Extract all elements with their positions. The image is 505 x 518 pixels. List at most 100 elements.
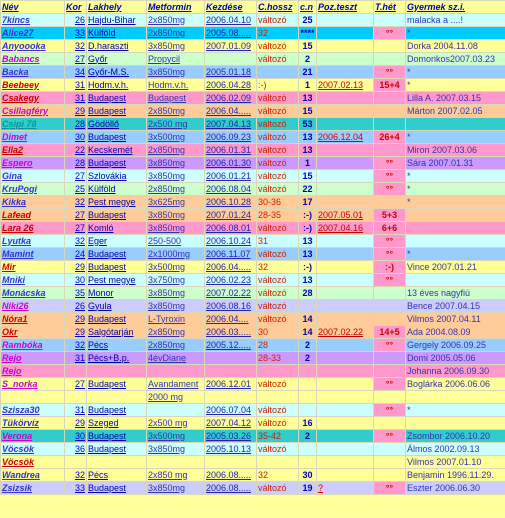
cell-kor[interactable]: 30	[64, 130, 87, 144]
cell-kezdese[interactable]	[204, 390, 257, 404]
cell-lakhely[interactable]: Gödöllő	[86, 117, 147, 131]
cell-thet[interactable]: °°	[373, 403, 406, 417]
cell-poz[interactable]	[316, 286, 374, 300]
cell-nev[interactable]: Zsizsik	[0, 481, 65, 495]
cell-metformin[interactable]: 2x850mg	[146, 338, 205, 352]
cell-poz[interactable]: 2007.05.01	[316, 208, 374, 222]
cell-kor[interactable]: 29	[64, 416, 87, 430]
cell-cn[interactable]: 14	[298, 325, 317, 339]
cell-lakhely[interactable]	[86, 364, 147, 378]
cell-thet[interactable]	[373, 13, 406, 27]
cell-kezdese[interactable]: 2006.10.24	[204, 234, 257, 248]
cell-poz[interactable]	[316, 104, 374, 118]
cell-nev[interactable]: Vöcsök	[0, 455, 65, 469]
cell-thet[interactable]: °°	[373, 429, 406, 443]
cell-gyermek[interactable]	[405, 390, 505, 404]
header-chossz[interactable]: C.hossz	[256, 0, 299, 14]
cell-kor[interactable]: 34	[64, 65, 87, 79]
cell-metformin[interactable]: 2x850mg	[146, 325, 205, 339]
cell-chossz[interactable]: változó	[256, 286, 299, 300]
cell-nev[interactable]: Alice27	[0, 26, 65, 40]
cell-cn[interactable]: 53	[298, 117, 317, 131]
cell-poz[interactable]	[316, 455, 374, 469]
cell-cn[interactable]: 13	[298, 91, 317, 105]
header-kezdese[interactable]: Kezdése	[204, 0, 257, 14]
cell-gyermek[interactable]: Zsombor 2006.10.20	[405, 429, 505, 443]
header-cn[interactable]: c.n	[298, 0, 317, 14]
cell-gyermek[interactable]: Miron 2007.03.06	[405, 143, 505, 157]
cell-chossz[interactable]: változó	[256, 377, 299, 391]
cell-chossz[interactable]: változó	[256, 130, 299, 144]
cell-metformin[interactable]: 2x500 mg	[146, 117, 205, 131]
cell-poz[interactable]	[316, 182, 374, 196]
cell-kor[interactable]: 31	[64, 91, 87, 105]
cell-gyermek[interactable]	[405, 221, 505, 235]
cell-gyermek[interactable]: Domonkos2007.03.23	[405, 52, 505, 66]
cell-chossz[interactable]: 32	[256, 468, 299, 482]
cell-nev[interactable]: Tükörvíz	[0, 416, 65, 430]
cell-nev[interactable]: Szisza30	[0, 403, 65, 417]
cell-kezdese[interactable]	[204, 52, 257, 66]
cell-nev[interactable]: Rambóka	[0, 338, 65, 352]
cell-cn[interactable]: :-)	[298, 208, 317, 222]
cell-metformin[interactable]: 2x850mg	[146, 143, 205, 157]
cell-poz[interactable]	[316, 260, 374, 274]
cell-gyermek[interactable]: *	[405, 182, 505, 196]
cell-cn[interactable]: 21	[298, 65, 317, 79]
cell-lakhely[interactable]: Pest megye	[86, 273, 147, 287]
cell-metformin[interactable]: 2x850mg	[146, 26, 205, 40]
cell-nev[interactable]: S_norka	[0, 377, 65, 391]
cell-metformin[interactable]: 2x850mg	[146, 13, 205, 27]
cell-cn[interactable]: 15	[298, 104, 317, 118]
cell-cn[interactable]	[298, 403, 317, 417]
cell-kor[interactable]: 32	[64, 39, 87, 53]
cell-lakhely[interactable]	[86, 455, 147, 469]
header-lakhely[interactable]: Lakhely	[86, 0, 147, 14]
cell-kezdese[interactable]: 2006.04.....	[204, 104, 257, 118]
cell-kor[interactable]: 30	[64, 429, 87, 443]
cell-cn[interactable]	[298, 299, 317, 313]
cell-thet[interactable]	[373, 286, 406, 300]
cell-kezdese[interactable]: 2005.10.13	[204, 442, 257, 456]
cell-kezdese[interactable]: 2006.01.21	[204, 169, 257, 183]
cell-cn[interactable]: 2	[298, 52, 317, 66]
cell-kor[interactable]: 32	[64, 338, 87, 352]
cell-kor[interactable]: 32	[64, 234, 87, 248]
cell-gyermek[interactable]: Domi 2005.05.06	[405, 351, 505, 365]
cell-gyermek[interactable]: Vilmos 2007.01.10	[405, 455, 505, 469]
cell-kezdese[interactable]: 2006.03.....	[204, 325, 257, 339]
cell-cn[interactable]: ****	[298, 26, 317, 40]
cell-kor[interactable]: 26	[64, 299, 87, 313]
cell-cn[interactable]	[298, 442, 317, 456]
cell-gyermek[interactable]: *	[405, 247, 505, 261]
cell-chossz[interactable]: 28-35	[256, 208, 299, 222]
cell-poz[interactable]	[316, 364, 374, 378]
cell-metformin[interactable]: Hodm.v.h.	[146, 78, 205, 92]
cell-nev[interactable]: Verona	[0, 429, 65, 443]
cell-thet[interactable]: °°	[373, 169, 406, 183]
cell-lakhely[interactable]: Budapest	[86, 377, 147, 391]
cell-chossz[interactable]: változó	[256, 39, 299, 53]
cell-cn[interactable]: 15	[298, 169, 317, 183]
cell-lakhely[interactable]: Külföld	[86, 26, 147, 40]
cell-chossz[interactable]: változó	[256, 481, 299, 495]
cell-cn[interactable]: 13	[298, 247, 317, 261]
cell-metformin[interactable]: 3x625mg	[146, 195, 205, 209]
cell-gyermek[interactable]: Ada 2004.08.09	[405, 325, 505, 339]
cell-lakhely[interactable]: Budapest	[86, 442, 147, 456]
cell-kezdese[interactable]: 2006.08.....	[204, 481, 257, 495]
cell-nev[interactable]: Anyoooka	[0, 39, 65, 53]
cell-kor[interactable]	[64, 390, 87, 404]
cell-thet[interactable]	[373, 91, 406, 105]
cell-metformin[interactable]: Avandament	[146, 377, 205, 391]
cell-metformin[interactable]: 3x850mg	[146, 156, 205, 170]
cell-chossz[interactable]: 32	[256, 260, 299, 274]
cell-nev[interactable]: Nóra1	[0, 312, 65, 326]
cell-thet[interactable]: :-)	[373, 260, 406, 274]
cell-lakhely[interactable]: Győr-M.S.	[86, 65, 147, 79]
cell-poz[interactable]	[316, 91, 374, 105]
cell-gyermek[interactable]	[405, 416, 505, 430]
cell-nev[interactable]: Dimet	[0, 130, 65, 144]
cell-kezdese[interactable]: 2005.03.26	[204, 429, 257, 443]
cell-lakhely[interactable]: Budapest	[86, 91, 147, 105]
